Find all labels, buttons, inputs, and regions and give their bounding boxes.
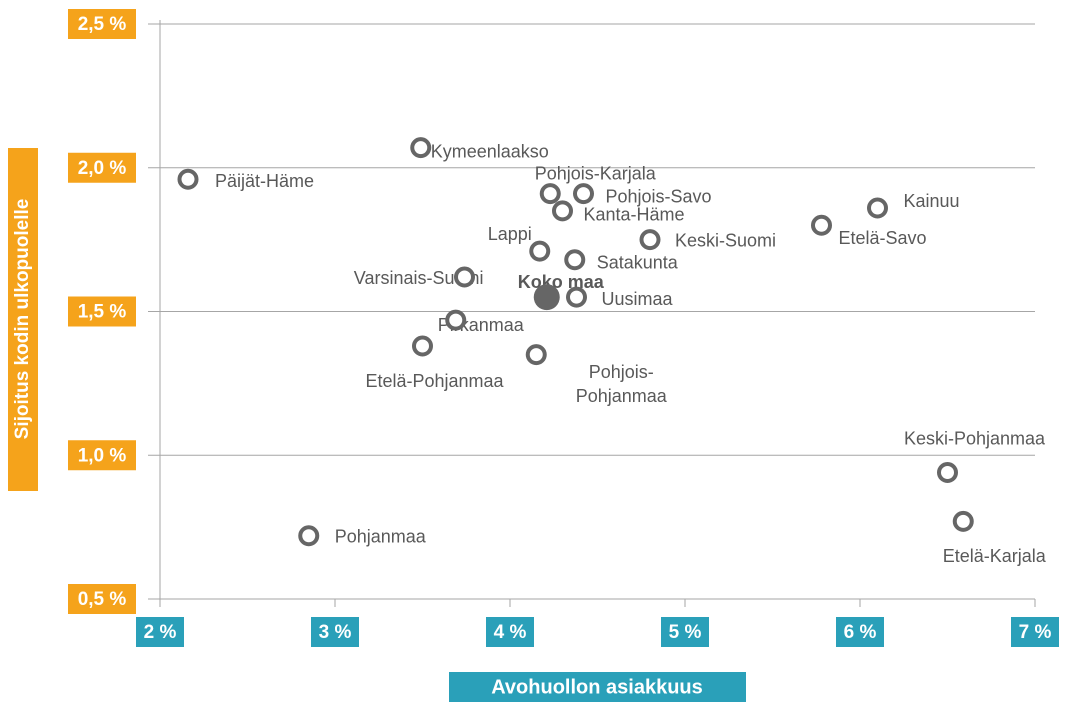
point-label: Kymeenlaakso xyxy=(431,141,549,161)
point xyxy=(539,183,561,205)
point xyxy=(454,266,475,288)
x-tick-label: 4 % xyxy=(494,622,527,643)
point-label: Pohjois-Savo xyxy=(606,186,712,206)
point xyxy=(811,214,832,236)
x-tick-label: 5 % xyxy=(669,622,702,643)
y-tick-label: 2,5 % xyxy=(78,14,127,35)
x-axis-title: Avohuollon asiakkuus xyxy=(491,676,703,698)
point-label: Uusimaa xyxy=(602,289,674,309)
point-label: Pohjanmaa xyxy=(335,527,427,547)
point xyxy=(298,525,320,547)
y-tick-box xyxy=(68,152,136,183)
point-label: Keski-Suomi xyxy=(675,230,776,250)
point xyxy=(639,229,661,251)
x-tick-label: 7 % xyxy=(1019,622,1052,643)
point xyxy=(529,240,551,262)
x-tick-label: 3 % xyxy=(319,622,352,643)
x-title-box xyxy=(449,672,746,702)
point-label: Etelä-Karjala xyxy=(943,546,1047,566)
x-tick-label: 6 % xyxy=(844,622,877,643)
point xyxy=(412,335,433,357)
y-tick-box xyxy=(68,440,136,471)
point xyxy=(410,137,432,159)
point-label: Päijät-Häme xyxy=(215,171,314,191)
point-label: Etelä-Pohjanmaa xyxy=(365,371,504,391)
point xyxy=(566,286,587,308)
point xyxy=(937,462,958,483)
point-label: Koko maa xyxy=(518,272,605,292)
x-tick-box xyxy=(661,617,709,647)
point-label: Etelä-Savo xyxy=(839,228,927,248)
x-tick-box xyxy=(1011,617,1059,647)
y-tick-box xyxy=(68,296,136,327)
point xyxy=(533,284,560,311)
x-tick-box xyxy=(311,617,359,647)
point-label: Lappi xyxy=(488,224,532,244)
point-label: Satakunta xyxy=(597,253,679,273)
point xyxy=(867,197,888,219)
y-axis-title: Sijoitus kodin ulkopuolelle xyxy=(12,199,33,440)
y-tick-label: 1,5 % xyxy=(78,302,127,323)
point-label: Varsinais-Suomi xyxy=(354,268,484,288)
point-label-box: Pohjois-Pohjanmaa xyxy=(575,361,667,406)
point-label: Pohjois-Karjala xyxy=(535,163,657,183)
point-label: Kanta-Häme xyxy=(584,205,685,225)
point xyxy=(952,510,974,532)
point-label: Kainuu xyxy=(904,191,960,211)
point xyxy=(564,249,586,271)
point-label: Keski-Pohjanmaa xyxy=(904,428,1046,448)
y-tick-label: 1,0 % xyxy=(78,445,127,466)
x-tick-label: 2 % xyxy=(144,622,177,643)
point xyxy=(445,309,467,331)
point xyxy=(177,168,199,190)
x-tick-box xyxy=(486,617,534,647)
x-tick-box xyxy=(136,617,184,647)
y-title-box xyxy=(8,148,38,491)
y-tick-label: 0,5 % xyxy=(78,589,127,610)
point-label: Pohjois-Pohjanmaa xyxy=(575,361,667,406)
x-tick-box xyxy=(836,617,884,647)
y-tick-label: 2,0 % xyxy=(78,158,127,179)
y-tick-box xyxy=(68,9,136,39)
point xyxy=(573,183,594,205)
point xyxy=(525,344,547,366)
y-tick-box xyxy=(68,584,136,614)
point xyxy=(552,200,573,222)
